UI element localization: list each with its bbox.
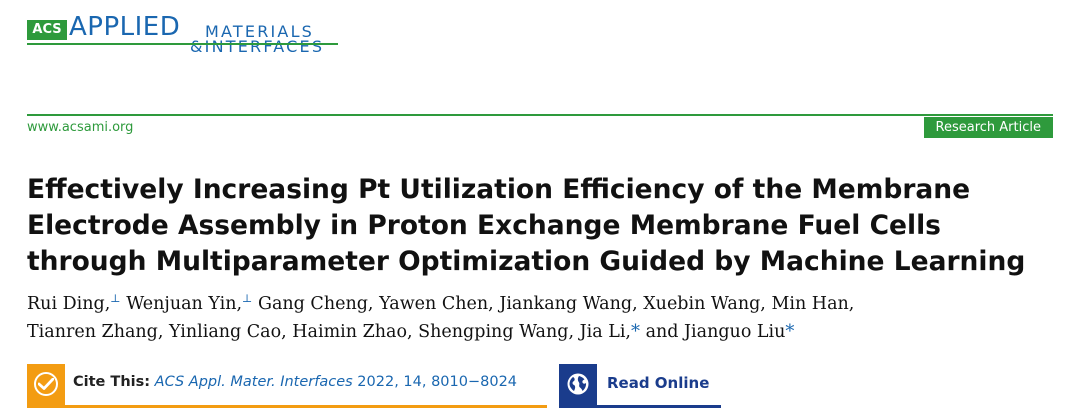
author-name: Yawen Chen, — [379, 294, 494, 314]
author-name: Tianren Zhang, — [27, 322, 164, 342]
header-rule — [27, 114, 1053, 116]
author-name: Shengping Wang, — [418, 322, 575, 342]
journal-name-interfaces: &INTERFACES — [190, 37, 325, 56]
cite-underline — [27, 405, 547, 408]
globe-icon — [559, 364, 597, 405]
author-name: Yinliang Cao, — [169, 322, 287, 342]
journal-name-applied: APPLIED — [69, 12, 181, 42]
citation-text: Cite This: ACS Appl. Mater. Interfaces 2… — [73, 374, 517, 390]
equal-contribution-mark[interactable]: ⊥ — [110, 292, 121, 305]
author-name: Wenjuan Yin, — [126, 294, 243, 314]
article-type-badge: Research Article — [923, 117, 1053, 138]
journal-name-materials: MATERIALS — [205, 22, 315, 41]
author-name: Gang Cheng, — [257, 294, 374, 314]
logo-underline — [27, 43, 338, 45]
read-online-label: Read Online — [607, 374, 710, 392]
author-name: Min Han, — [771, 294, 855, 314]
journal-url-link[interactable]: www.acsami.org — [27, 120, 134, 135]
title-line: Electrode Assembly in Proton Exchange Me… — [27, 210, 941, 241]
cite-details: 2022, 14, 8010−8024 — [352, 374, 518, 390]
cite-this-box[interactable]: Cite This: ACS Appl. Mater. Interfaces 2… — [27, 364, 547, 408]
cite-label: Cite This: — [73, 374, 151, 390]
cite-journal[interactable]: ACS Appl. Mater. Interfaces — [154, 374, 353, 390]
read-online-underline — [559, 405, 721, 408]
title-line: Effectively Increasing Pt Utilization Ef… — [27, 174, 971, 205]
author-name: Haimin Zhao, — [292, 322, 413, 342]
read-online-button[interactable]: Read Online — [559, 364, 721, 408]
author-name: Jia Li, — [579, 322, 631, 342]
corresponding-author-mark[interactable]: * — [785, 321, 795, 342]
author-name: Xuebin Wang, — [643, 294, 766, 314]
author-list: Rui Ding,⊥ Wenjuan Yin,⊥ Gang Cheng, Yaw… — [27, 290, 1057, 346]
title-line: through Multiparameter Optimization Guid… — [27, 246, 1026, 277]
equal-contribution-mark[interactable]: ⊥ — [242, 292, 253, 305]
author-name: and Jianguo Liu — [645, 322, 786, 342]
acs-badge: ACS — [27, 20, 67, 40]
checkmark-badge-icon — [27, 364, 65, 405]
article-title: Effectively Increasing Pt Utilization Ef… — [27, 172, 1062, 280]
author-name: Jiankang Wang, — [499, 294, 638, 314]
author-name: Rui Ding, — [27, 294, 111, 314]
corresponding-author-mark[interactable]: * — [630, 321, 640, 342]
